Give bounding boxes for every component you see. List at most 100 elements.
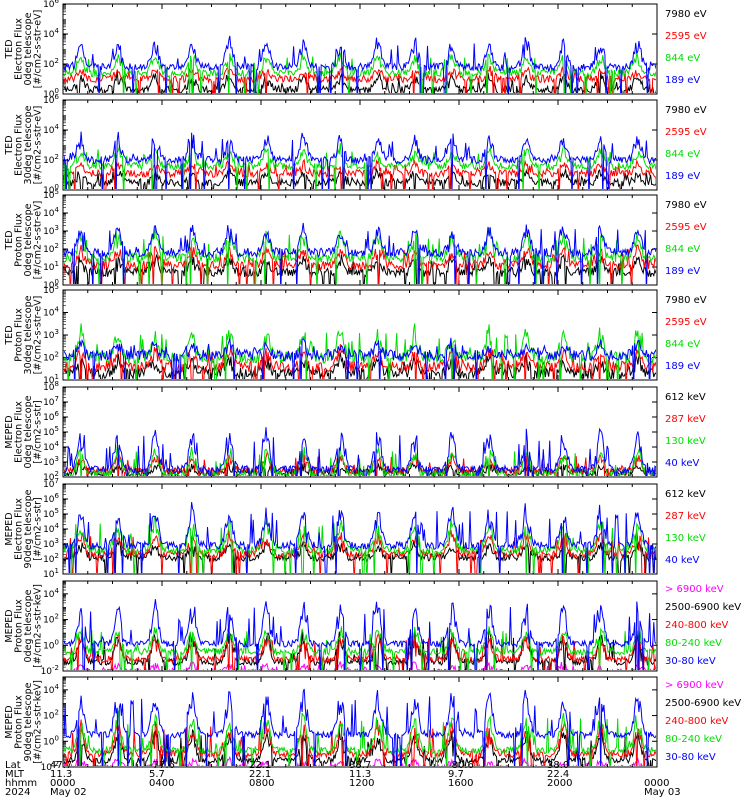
legend-entry: 7980 eV [665, 295, 707, 306]
x-tick-mlt: 22.1 [249, 769, 271, 780]
y-axis-label: TED [4, 230, 15, 250]
y-tick-label: 104 [43, 587, 59, 600]
series-group [64, 599, 656, 670]
y-axis-label: [#/cm2-s-str-eV] [33, 10, 44, 89]
legend-entry: 612 keV [665, 489, 706, 500]
y-axis-label: 30deg telescope [23, 105, 34, 184]
legend-entry: > 6900 keV [665, 584, 724, 595]
legend-entry: 612 keV [665, 392, 706, 403]
y-tick-label: 104 [43, 440, 59, 453]
series-line-130-keV [64, 444, 656, 476]
y-tick-label: 101 [43, 567, 59, 580]
y-tick-label: 103 [43, 328, 59, 341]
x-tick-lat: 22.1 [249, 760, 271, 771]
series-line-2595-eV [64, 158, 656, 189]
legend-entry: 30-80 keV [665, 752, 716, 763]
y-axis-label: Proton Flux [14, 308, 25, 362]
y-tick-label: 104 [43, 683, 59, 696]
legend-entry: 287 keV [665, 511, 706, 522]
x-tick-mlt: 5.7 [149, 769, 165, 780]
y-axis-label: 0deg telescope [23, 203, 34, 276]
y-axis-label: [#/cm2-s-str-keV] [33, 584, 44, 668]
x-tick-lat: -77.6 [149, 760, 175, 771]
legend-entry: > 6900 keV [665, 680, 724, 691]
legend-entry: 2595 eV [665, 222, 707, 233]
y-axis-label: [#/cm2-s-str-eV] [33, 296, 44, 375]
y-tick-label: 102 [43, 552, 59, 565]
y-tick-label: 103 [43, 537, 59, 550]
legend-entry: 240-800 keV [665, 620, 729, 631]
y-axis-label: Proton Flux [14, 599, 25, 653]
legend-entry: 844 eV [665, 149, 700, 160]
y-tick-label: 104 [43, 123, 59, 136]
x-tick-lat: -80.6 [448, 760, 474, 771]
y-axis-label: MEPED [4, 415, 15, 448]
y-axis-label: TED [4, 135, 15, 155]
series-line-189-eV [64, 35, 656, 93]
x-tick-mlt: 11.3 [349, 769, 371, 780]
y-axis-label: 30deg telescope [23, 295, 34, 374]
x-tick-time: 0400 [149, 778, 174, 789]
x-tick-lat: 47.7 [50, 760, 72, 771]
series-line-40-keV [64, 427, 656, 476]
y-tick-label: 100 [43, 734, 59, 747]
y-axis-label: Proton Flux [14, 213, 25, 267]
y-tick-label: 103 [43, 455, 59, 468]
legend-entry: 240-800 keV [665, 716, 729, 727]
legend-entry: 80-240 keV [665, 734, 722, 745]
x-tick-date: May 03 [644, 787, 681, 798]
y-axis-label: Electron Flux [14, 498, 25, 560]
series-line-612-keV [64, 540, 656, 573]
x-tick-mlt: 9.7 [448, 769, 464, 780]
series-line-189-eV [64, 222, 656, 284]
y-axis-label: 90deg telescope [23, 489, 34, 568]
series-line-844-eV [64, 143, 656, 189]
y-axis-label: TED [4, 325, 15, 345]
series-line-189-eV [64, 131, 656, 189]
y-axis-label: [#/cm2-s-str-keV] [33, 680, 44, 764]
y-axis-label: [#/cm2-s-str] [33, 497, 44, 560]
y-axis-label: [#/cm2-s-str] [33, 400, 44, 463]
legend-entry: 189 eV [665, 361, 700, 372]
legend-entry: 130 keV [665, 533, 706, 544]
legend-entry: 2595 eV [665, 31, 707, 42]
legend-entry: 844 eV [665, 53, 700, 64]
y-tick-label: 101 [43, 260, 59, 273]
series-group [64, 131, 656, 189]
x-tick-time: 0800 [249, 778, 274, 789]
y-tick-label: 106 [43, 492, 59, 505]
y-tick-label: 106 [43, 0, 59, 10]
x-tick-time: 1600 [448, 778, 473, 789]
y-tick-label: 102 [43, 57, 59, 70]
series-line-2500-6900-keV [64, 728, 656, 766]
legend-entry: 287 keV [665, 414, 706, 425]
x-tick-time: 1200 [349, 778, 374, 789]
x-tick-mlt: 22.4 [547, 769, 569, 780]
y-tick-label: 104 [43, 27, 59, 40]
y-axis-label: 90deg telescope [23, 682, 34, 761]
x-axis-row-label: Lat [5, 760, 21, 771]
legend-entry: 189 eV [665, 266, 700, 277]
y-tick-label: 102 [43, 613, 59, 626]
series-line-844-eV [64, 323, 656, 379]
x-tick-date: May 02 [50, 787, 87, 798]
y-tick-label: 102 [43, 242, 59, 255]
y-axis-label: Proton Flux [14, 695, 25, 749]
series-line-30-80-keV [64, 688, 656, 766]
y-tick-label: 100 [43, 638, 59, 651]
series-line-189-eV [64, 337, 656, 379]
series-line--6900-keV [66, 661, 656, 670]
legend-entry: 80-240 keV [665, 638, 722, 649]
legend-entry: 2500-6900 keV [665, 602, 741, 613]
series-line-80-240-keV [64, 710, 656, 766]
series-line-40-keV [64, 502, 656, 573]
y-axis-label: [#/cm2-s-str-eV] [33, 106, 44, 185]
series-line-844-eV [64, 52, 656, 93]
legend-entry: 7980 eV [665, 200, 707, 211]
legend-entry: 2595 eV [665, 317, 707, 328]
legend-entry: 7980 eV [665, 105, 707, 116]
y-tick-label: 104 [43, 206, 59, 219]
